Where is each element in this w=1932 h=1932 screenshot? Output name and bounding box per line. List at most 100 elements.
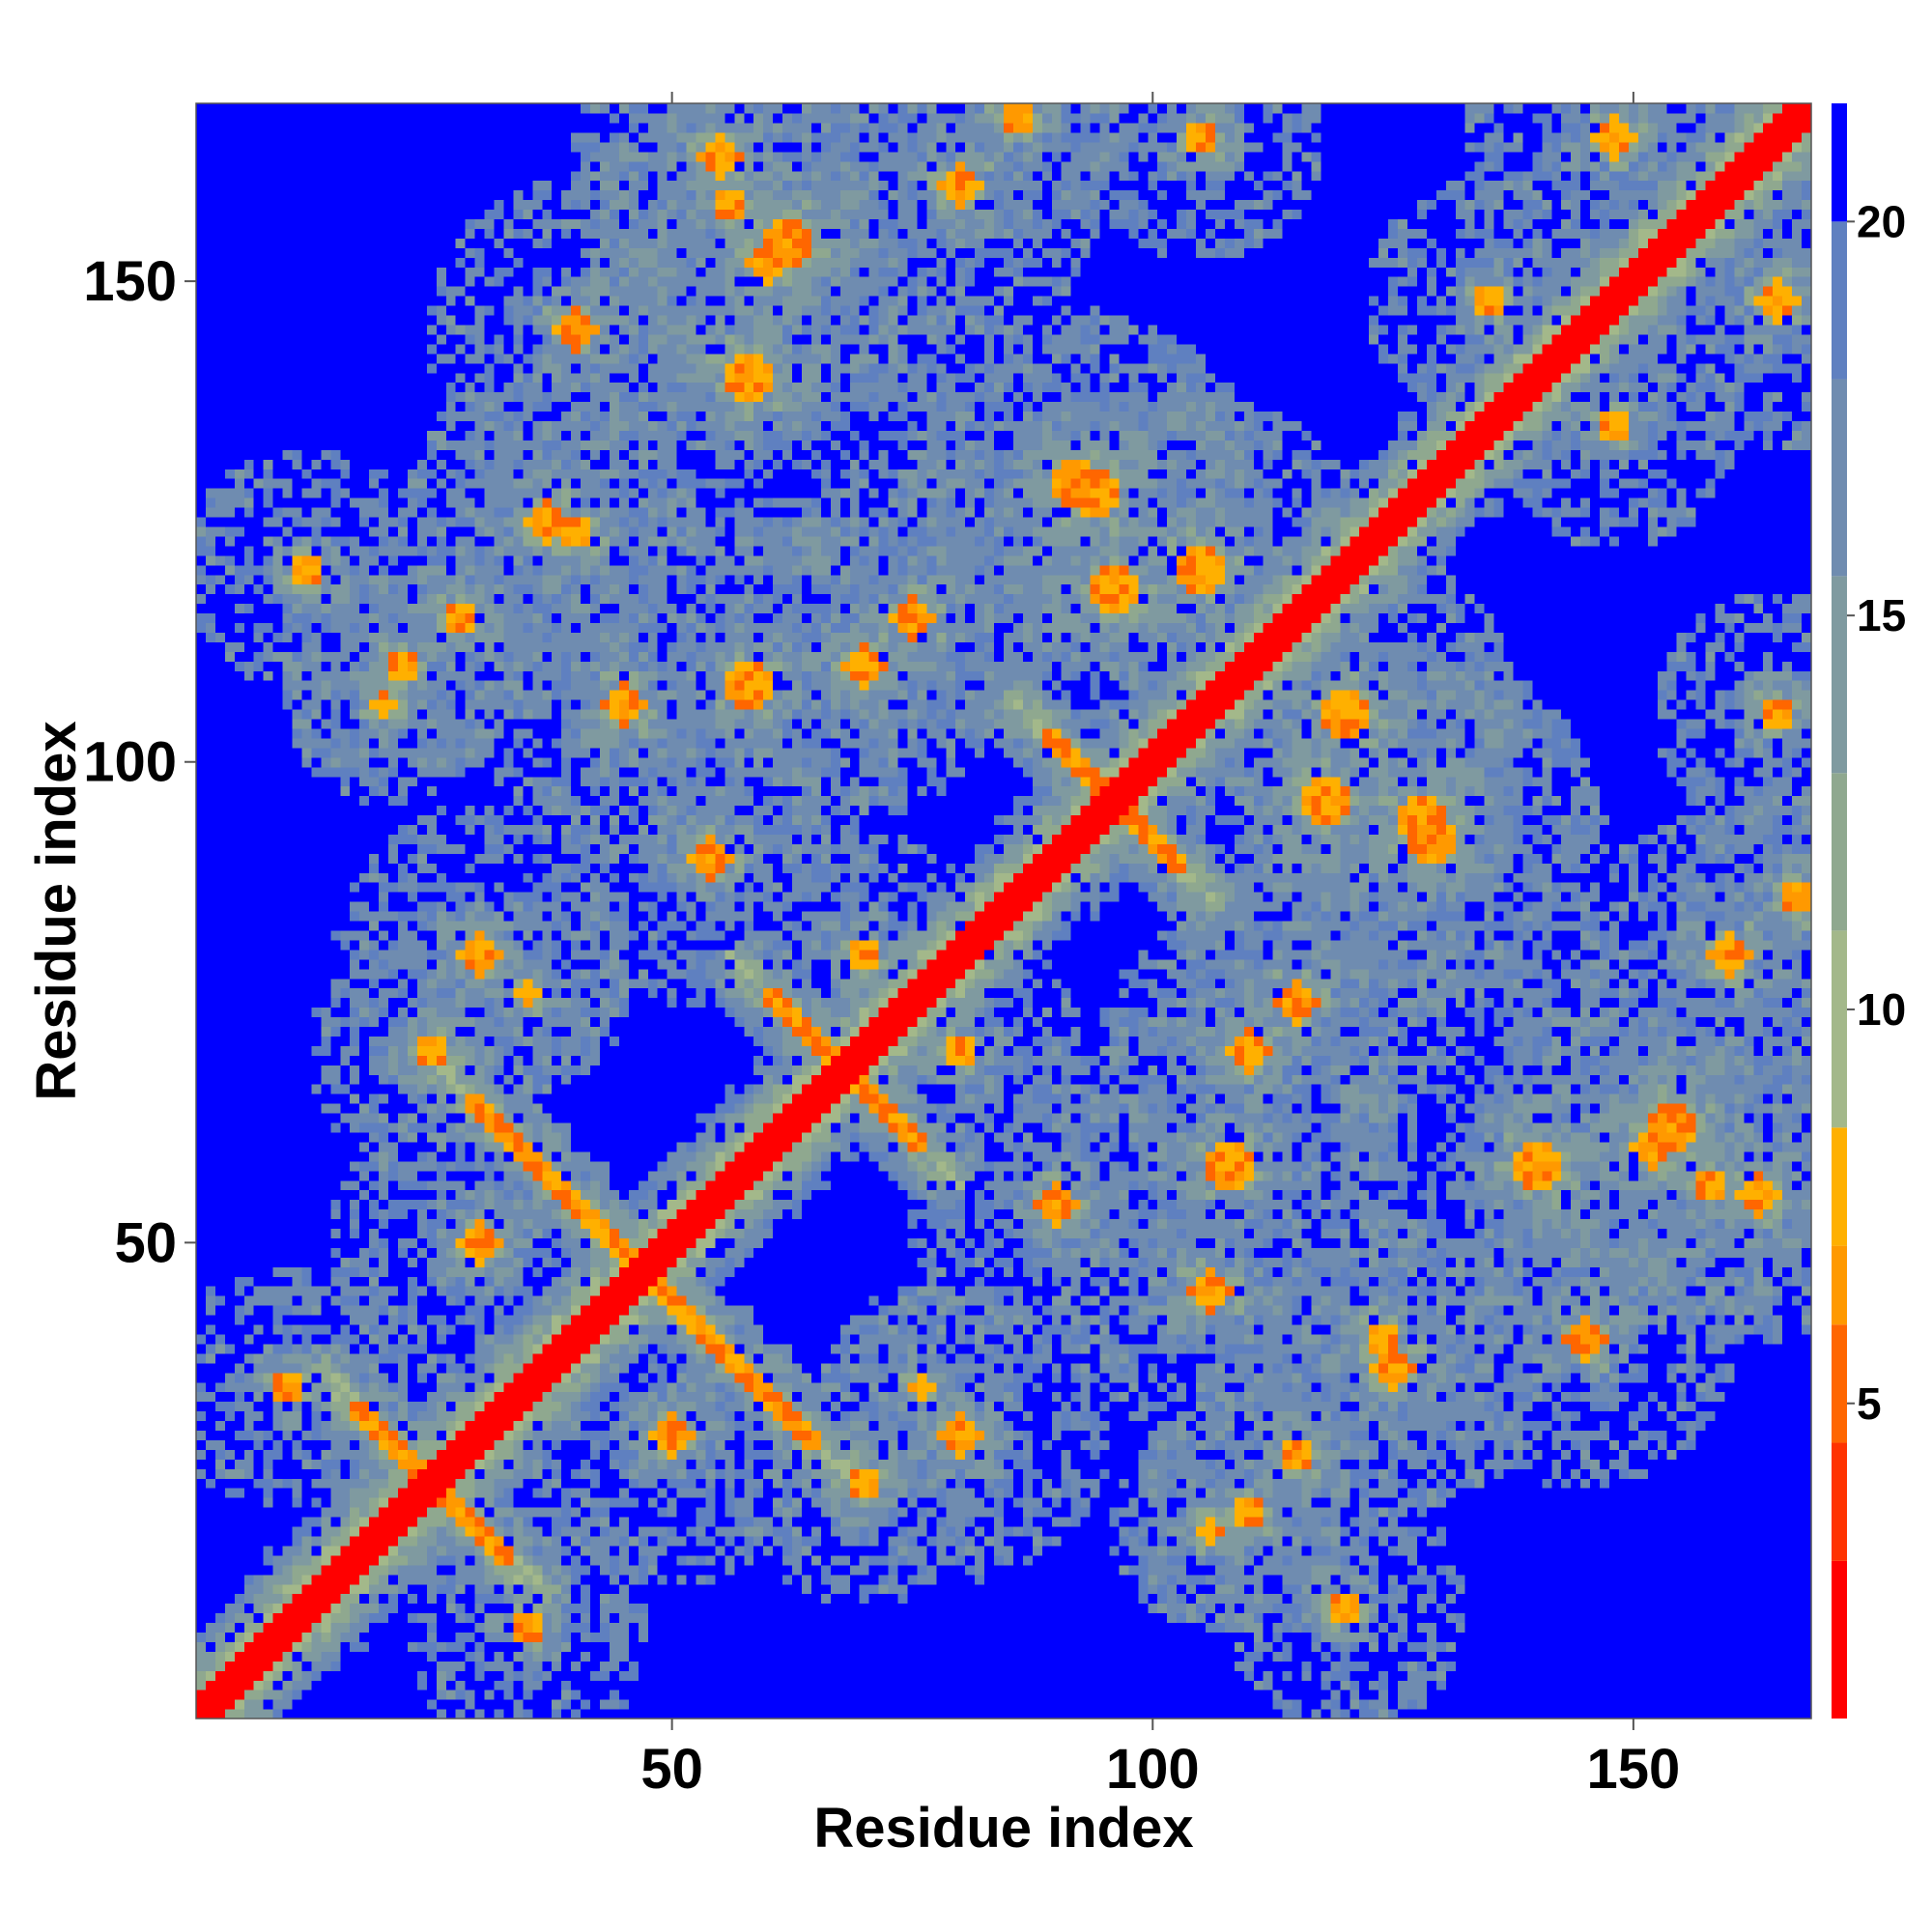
heatmap-cell bbox=[214, 296, 226, 306]
heatmap-cell bbox=[253, 1103, 265, 1114]
heatmap-cell bbox=[263, 1160, 274, 1172]
heatmap-cell bbox=[214, 872, 226, 883]
heatmap-cell bbox=[426, 1401, 438, 1412]
heatmap-cell bbox=[455, 141, 467, 153]
heatmap-cell bbox=[311, 680, 322, 691]
heatmap-cell bbox=[205, 1449, 216, 1460]
heatmap-cell bbox=[350, 987, 360, 999]
heatmap-cell bbox=[292, 1680, 303, 1690]
heatmap-cell bbox=[426, 1103, 438, 1114]
heatmap-cell bbox=[455, 362, 467, 374]
heatmap-cell bbox=[321, 574, 331, 585]
heatmap-cell bbox=[243, 882, 255, 893]
heatmap-cell bbox=[224, 805, 236, 816]
heatmap-cell bbox=[379, 170, 389, 182]
heatmap-cell bbox=[465, 920, 476, 931]
heatmap-cell bbox=[253, 1468, 265, 1479]
heatmap-cell bbox=[445, 362, 457, 374]
heatmap-cell bbox=[205, 670, 216, 681]
heatmap-cell bbox=[263, 1055, 274, 1065]
heatmap-cell bbox=[465, 1391, 476, 1403]
heatmap-cell bbox=[224, 670, 236, 681]
heatmap-cell bbox=[321, 872, 331, 883]
heatmap-cell bbox=[214, 1554, 226, 1566]
heatmap-cell bbox=[445, 305, 457, 316]
heatmap-cell bbox=[224, 535, 236, 547]
heatmap-cell bbox=[398, 574, 409, 585]
heatmap-cell bbox=[196, 1632, 207, 1642]
heatmap-cell bbox=[455, 1276, 467, 1287]
heatmap-cell bbox=[436, 632, 447, 642]
heatmap-cell bbox=[465, 507, 476, 518]
heatmap-cell bbox=[243, 449, 255, 460]
heatmap-cell bbox=[388, 228, 399, 239]
heatmap-cell bbox=[205, 641, 216, 652]
heatmap-cell bbox=[369, 257, 380, 268]
heatmap-cell bbox=[321, 824, 331, 835]
heatmap-cell bbox=[234, 1131, 245, 1143]
heatmap-cell bbox=[474, 756, 486, 768]
heatmap-cell bbox=[282, 853, 294, 864]
heatmap-cell bbox=[359, 1084, 370, 1094]
heatmap-cell bbox=[398, 497, 409, 508]
heatmap-cell bbox=[398, 863, 409, 873]
heatmap-cell bbox=[416, 1333, 428, 1345]
heatmap-cell bbox=[388, 535, 399, 547]
heatmap-cell bbox=[292, 718, 303, 729]
heatmap-cell bbox=[398, 1228, 409, 1238]
heatmap-cell bbox=[359, 488, 370, 498]
heatmap-cell bbox=[330, 968, 341, 980]
heatmap-cell bbox=[330, 843, 341, 854]
heatmap-cell bbox=[234, 1036, 245, 1046]
heatmap-cell bbox=[292, 1420, 303, 1432]
heatmap-cell bbox=[243, 863, 255, 873]
heatmap-cell bbox=[253, 1276, 265, 1287]
heatmap-cell bbox=[196, 362, 207, 374]
heatmap-cell bbox=[243, 1478, 255, 1489]
heatmap-cell bbox=[407, 1323, 418, 1335]
heatmap-cell bbox=[465, 911, 476, 922]
heatmap-cell bbox=[388, 814, 399, 826]
heatmap-cell bbox=[301, 151, 313, 162]
heatmap-cell bbox=[388, 901, 399, 912]
heatmap-cell bbox=[416, 939, 428, 951]
heatmap-cell bbox=[292, 1257, 303, 1267]
heatmap-cell bbox=[292, 1333, 303, 1345]
heatmap-cell bbox=[263, 987, 274, 999]
heatmap-cell bbox=[196, 1517, 207, 1527]
heatmap-cell bbox=[455, 1622, 467, 1634]
heatmap-cell bbox=[234, 228, 245, 239]
heatmap-cell bbox=[455, 488, 467, 498]
heatmap-cell bbox=[359, 670, 370, 681]
heatmap-cell bbox=[224, 1218, 236, 1230]
heatmap-cell bbox=[292, 958, 303, 970]
heatmap-cell bbox=[350, 805, 360, 816]
heatmap-cell bbox=[426, 661, 438, 671]
heatmap-cell bbox=[474, 1343, 486, 1354]
heatmap-cell bbox=[321, 1661, 331, 1671]
heatmap-cell bbox=[263, 488, 274, 498]
heatmap-cell bbox=[416, 680, 428, 691]
heatmap-cell bbox=[474, 1488, 486, 1498]
heatmap-cell bbox=[196, 939, 207, 951]
heatmap-cell bbox=[214, 1564, 226, 1576]
heatmap-cell bbox=[311, 1179, 322, 1191]
heatmap-cell bbox=[243, 593, 255, 605]
heatmap-cell bbox=[234, 1680, 245, 1690]
heatmap-cell bbox=[196, 699, 207, 710]
heatmap-cell bbox=[196, 1507, 207, 1518]
heatmap-cell bbox=[416, 824, 428, 835]
heatmap-cell bbox=[196, 1670, 207, 1681]
heatmap-cell bbox=[379, 756, 389, 768]
heatmap-cell bbox=[214, 333, 226, 345]
heatmap-cell bbox=[398, 1094, 409, 1104]
heatmap-cell bbox=[243, 554, 255, 566]
heatmap-cell bbox=[416, 1065, 428, 1075]
heatmap-cell bbox=[465, 554, 476, 566]
heatmap-cell bbox=[379, 1468, 389, 1479]
heatmap-cell bbox=[445, 497, 457, 508]
heatmap-cell bbox=[465, 1410, 476, 1422]
heatmap-cell bbox=[436, 690, 447, 700]
heatmap-cell bbox=[205, 747, 216, 758]
heatmap-cell bbox=[379, 343, 389, 355]
